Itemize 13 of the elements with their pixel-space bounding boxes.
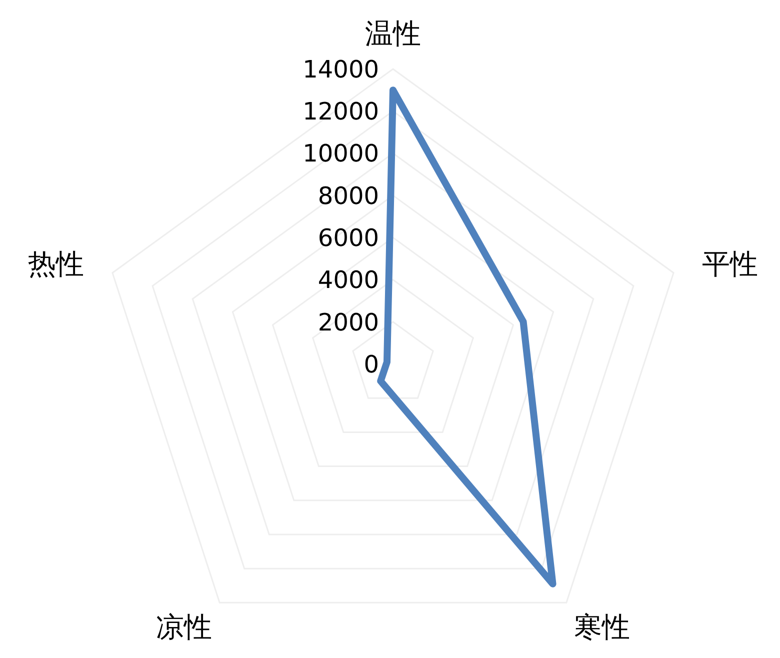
spoke-label: 温性 (365, 16, 421, 50)
spoke-label: 凉性 (156, 610, 212, 644)
spoke-label: 热性 (28, 247, 84, 280)
spoke-label: 寒性 (574, 610, 630, 644)
y-tick-label: 6000 (318, 224, 379, 252)
y-tick-label: 4000 (318, 266, 379, 294)
y-tick-label: 8000 (318, 182, 379, 210)
y-tick-label: 14000 (302, 55, 379, 84)
y-tick-label: 2000 (318, 308, 379, 336)
y-tick-label: 10000 (302, 140, 379, 168)
y-tick-label: 0 (364, 350, 379, 378)
spoke-label: 平性 (702, 247, 758, 280)
y-tick-label: 12000 (302, 98, 379, 126)
